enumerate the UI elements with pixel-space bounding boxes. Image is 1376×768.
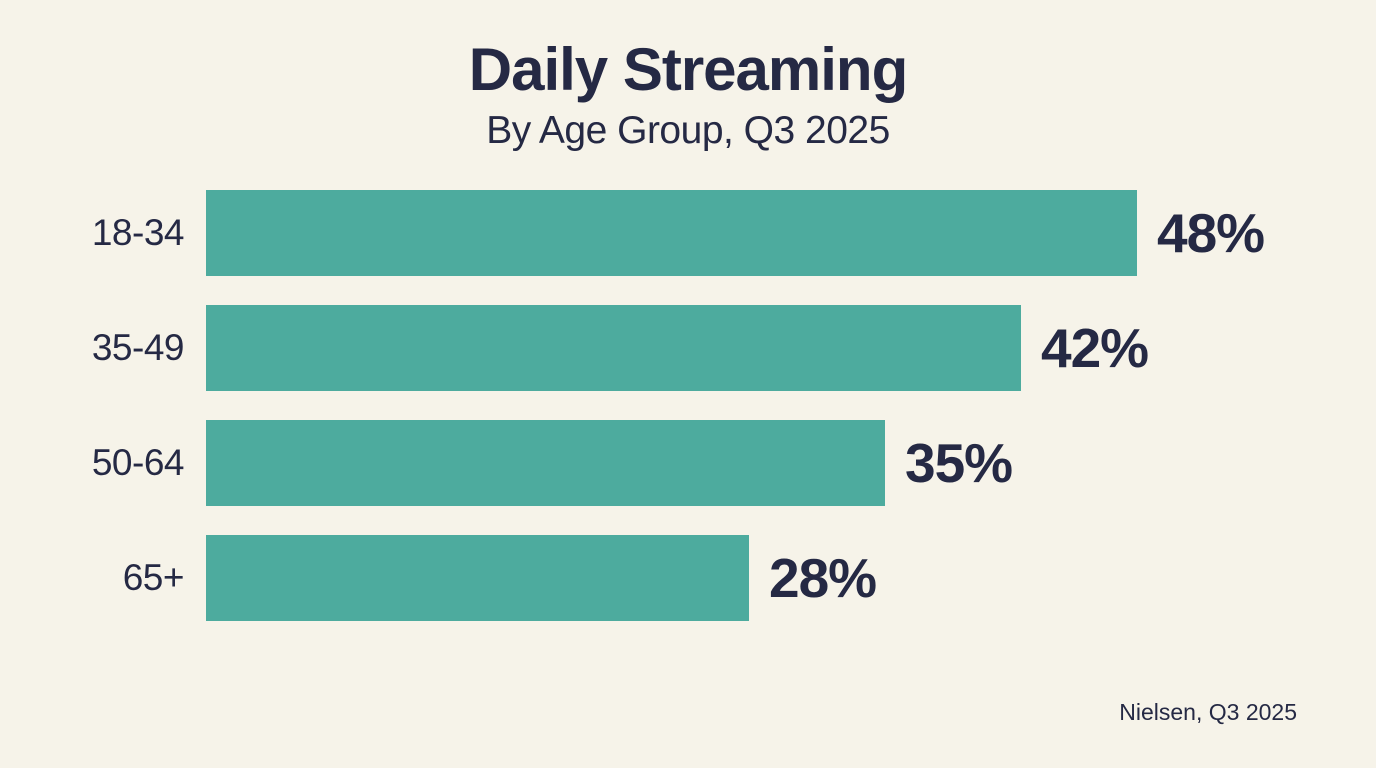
category-label: 35-49 xyxy=(91,327,185,368)
bar-row: 35-49 42% xyxy=(0,305,1376,391)
bar xyxy=(206,305,1021,391)
chart-subtitle: By Age Group, Q3 2025 xyxy=(486,109,890,152)
value-label: 35% xyxy=(905,432,1013,494)
chart-header: Daily Streaming By Age Group, Q3 2025 xyxy=(0,0,1376,154)
bar xyxy=(206,535,749,621)
bar-chart: 18-34 48% 35-49 42% 50-64 35% 65+ 28% xyxy=(0,190,1376,621)
source-note: Nielsen, Q3 2025 xyxy=(1119,699,1297,725)
category-label: 50-64 xyxy=(91,442,185,483)
value-label: 28% xyxy=(769,547,877,609)
bar xyxy=(206,420,885,506)
bar-row: 50-64 35% xyxy=(0,420,1376,506)
bar-row: 65+ 28% xyxy=(0,535,1376,621)
bar xyxy=(206,190,1137,276)
value-label: 42% xyxy=(1041,317,1149,379)
bar-row: 18-34 48% xyxy=(0,190,1376,276)
value-label: 48% xyxy=(1157,202,1265,264)
category-label: 65+ xyxy=(122,557,185,598)
category-label: 18-34 xyxy=(91,212,185,253)
chart-title: Daily Streaming xyxy=(468,36,909,103)
